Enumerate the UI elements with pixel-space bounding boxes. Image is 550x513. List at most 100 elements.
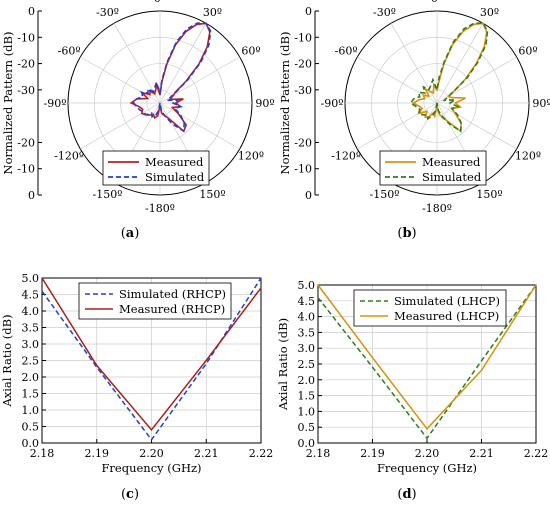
legend-label: Simulated: [422, 170, 482, 184]
radial-tick-label: -30: [17, 84, 35, 97]
x-tick-label: 2.19: [360, 447, 385, 460]
polar-angle-label: -180º: [422, 202, 452, 215]
x-tick-label: 2.22: [524, 447, 549, 460]
y-tick-label: 5.0: [22, 272, 40, 285]
polar-angle-label: 90º: [255, 97, 274, 110]
y-tick-label: 5.0: [298, 279, 316, 292]
polar-spoke: [436, 23, 484, 104]
polar-spoke: [113, 23, 161, 104]
polar-angle-label: -30º: [373, 6, 396, 19]
polar-angle-label: -120º: [54, 150, 84, 163]
polar-angle-label: 0º: [431, 0, 443, 5]
radial-tick-label: 0: [305, 189, 312, 202]
radial-tick-label: -10: [294, 31, 312, 44]
radial-tick-label: -10: [294, 163, 312, 176]
polar-angle-label: -150º: [370, 188, 400, 201]
polar-angle-label: -30º: [96, 6, 119, 19]
legend-label: Simulated (LHCP): [394, 294, 500, 308]
radial-tick-label: 0: [305, 5, 312, 18]
legend-box: [379, 150, 487, 186]
legend-label: Simulated: [145, 170, 205, 184]
legend-box: [78, 282, 232, 320]
series-line: [317, 284, 537, 430]
y-tick-label: 1.0: [298, 405, 316, 418]
polar-angle-label: 30º: [480, 6, 499, 19]
polar-chart-b: 0º 30º 60º 90º 120º 150º -180º -150º -120º -90º -6…: [278, 0, 550, 215]
polar-spoke: [159, 23, 207, 104]
radial-tick-label: -20: [294, 58, 312, 71]
y-tick-label: 2.0: [298, 374, 316, 387]
polar-angle-label: 30º: [203, 6, 222, 19]
polar-ylabel: Normalized Pattern (dB): [1, 32, 15, 175]
x-tick-label: 2.18: [30, 447, 55, 460]
legend-box: [102, 150, 210, 186]
legend-label: Simulated (RHCP): [119, 287, 226, 301]
polar-ylabel: Normalized Pattern (dB): [278, 32, 292, 175]
polar-angle-label: 120º: [515, 150, 541, 163]
legend-label: Measured: [145, 155, 204, 169]
radial-tick-label: -10: [17, 163, 35, 176]
radial-tick-label: -20: [17, 136, 35, 149]
legend-box: [353, 289, 507, 327]
y-tick-label: 2.5: [298, 358, 316, 371]
y-tick-label: 4.5: [298, 295, 316, 308]
radial-tick-label: 0: [28, 189, 35, 202]
polar-angle-label: -120º: [331, 150, 361, 163]
y-tick-label: 4.5: [22, 289, 40, 302]
x-axis-label: Frequency (GHz): [377, 461, 477, 475]
y-tick-label: 2.0: [22, 371, 40, 384]
panel-label-c: (c): [121, 487, 139, 502]
series-line: [317, 284, 537, 440]
y-tick-label: 0.0: [298, 437, 316, 450]
y-tick-label: 4.0: [22, 305, 40, 318]
x-tick-label: 2.19: [85, 447, 110, 460]
polar-spoke: [436, 102, 517, 150]
polar-angle-label: -60º: [58, 45, 81, 58]
x-tick-label: 2.21: [469, 447, 494, 460]
polar-angle-label: -150º: [93, 188, 123, 201]
polar-angle-label: 60º: [241, 45, 260, 58]
y-tick-label: 3.0: [298, 342, 316, 355]
y-tick-label: 4.0: [298, 311, 316, 324]
polar-chart-a: 0º 30º 60º 90º 120º 150º -180º -150º -120º -90º -6…: [1, 0, 275, 215]
x-tick-label: 2.18: [306, 447, 331, 460]
x-tick-label: 2.22: [249, 447, 274, 460]
polar-spoke: [80, 102, 161, 150]
y-tick-label: 1.5: [298, 390, 316, 403]
polar-angle-label: 150º: [476, 188, 502, 201]
panel-label-a: (a): [121, 226, 140, 241]
y-tick-label: 3.5: [298, 326, 316, 339]
legend-label: Measured (LHCP): [394, 309, 499, 323]
y-tick-label: 0.5: [22, 421, 40, 434]
series-line-simulated: [409, 22, 489, 133]
panel-label-d: (d): [397, 487, 416, 502]
y-tick-label: 1.5: [22, 388, 40, 401]
y-tick-label: 3.0: [22, 338, 40, 351]
legend-label: Measured: [422, 155, 481, 169]
y-tick-label: 0.5: [298, 421, 316, 434]
y-tick-label: 0.0: [22, 437, 40, 450]
polar-angle-label: 0º: [154, 0, 166, 5]
x-axis-label: Frequency (GHz): [101, 461, 201, 475]
x-tick-label: 2.21: [194, 447, 219, 460]
panel-label-b: (b): [397, 226, 416, 241]
polar-angle-label: -60º: [335, 45, 358, 58]
radial-tick-label: -10: [17, 31, 35, 44]
line-chart-d: 2.18 2.19 2.20 2.21 2.22 0.0 0.5 1.0 1.5 2.0 2.5 3.…: [276, 279, 548, 475]
series-line: [41, 277, 262, 431]
y-axis-label: Axial Ratio (dB): [276, 318, 290, 411]
y-axis-label: Axial Ratio (dB): [0, 314, 14, 407]
polar-angle-label: 150º: [199, 188, 225, 201]
series-line-simulated: [132, 22, 212, 133]
polar-angle-label: 90º: [532, 97, 550, 110]
y-tick-label: 3.5: [22, 322, 40, 335]
line-chart-c: 2.18 2.19 2.20 2.21 2.22 0.0 0.5 1.0 1.5 2.0 2.5 3.…: [0, 272, 273, 475]
radial-tick-label: 0: [28, 5, 35, 18]
polar-angle-label: 60º: [518, 45, 537, 58]
legend-label: Measured (RHCP): [119, 302, 225, 316]
polar-angle-label: -90º: [44, 97, 67, 110]
y-tick-label: 2.5: [22, 355, 40, 368]
x-tick-label: 2.20: [139, 447, 164, 460]
polar-spoke: [357, 102, 438, 150]
